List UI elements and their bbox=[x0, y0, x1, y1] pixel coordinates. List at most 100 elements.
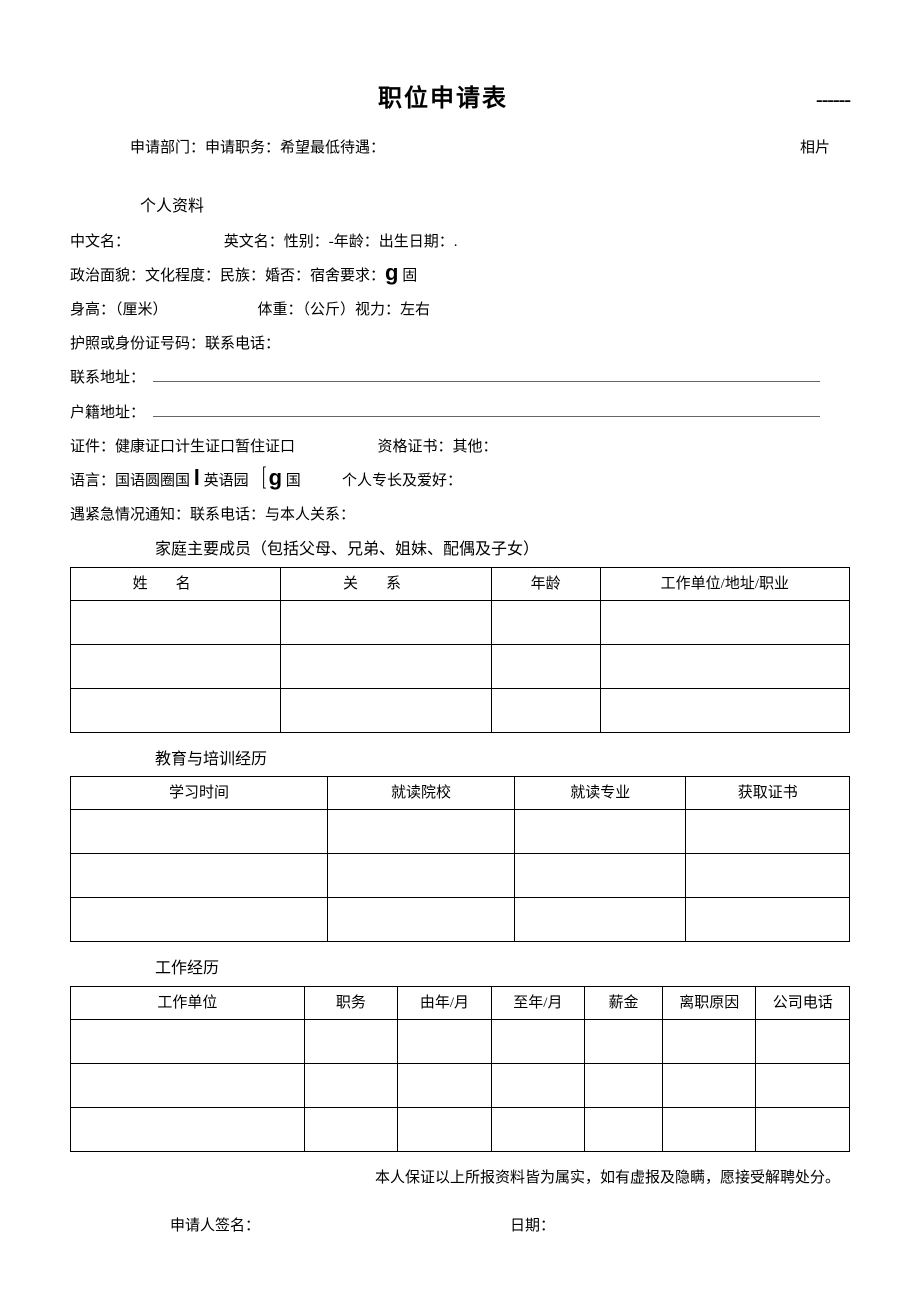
contact-address-label: 联系地址： bbox=[70, 366, 145, 390]
table-cell[interactable] bbox=[491, 1019, 584, 1063]
table-cell[interactable] bbox=[663, 1063, 756, 1107]
table-cell[interactable] bbox=[585, 1107, 663, 1151]
declaration-text: 本人保证以上所报资料皆为属实，如有虚报及隐瞒，愿接受解聘处分。 bbox=[70, 1166, 850, 1190]
table-cell[interactable] bbox=[663, 1107, 756, 1151]
contact-address-line[interactable] bbox=[153, 366, 820, 383]
emergency-fields: 遇紧急情况通知：联系电话：与本人关系： bbox=[70, 503, 355, 527]
table-cell[interactable] bbox=[600, 600, 849, 644]
politics-fields-post: 固 bbox=[398, 264, 417, 288]
height-weight-fields: 身高：（厘米） 体重：（公斤）视力：左右 bbox=[70, 298, 430, 322]
table-cell[interactable] bbox=[756, 1107, 850, 1151]
table-cell[interactable] bbox=[304, 1107, 397, 1151]
family-table: 姓名关系年龄工作单位/地址/职业 bbox=[70, 567, 850, 733]
table-cell[interactable] bbox=[398, 1019, 491, 1063]
table-column-header: 关系 bbox=[281, 567, 491, 600]
table-column-header: 工作单位/地址/职业 bbox=[600, 567, 849, 600]
table-row bbox=[71, 1063, 850, 1107]
table-cell[interactable] bbox=[491, 1107, 584, 1151]
table-cell[interactable] bbox=[585, 1063, 663, 1107]
table-cell[interactable] bbox=[328, 810, 515, 854]
table-cell[interactable] bbox=[686, 810, 850, 854]
name-fields: 中文名： 英文名：性别：-年龄：出生日期：. bbox=[70, 230, 458, 254]
glyph-g-1: g bbox=[385, 264, 398, 282]
table-cell[interactable] bbox=[663, 1019, 756, 1063]
table-cell[interactable] bbox=[515, 898, 686, 942]
date-label: 日期： bbox=[510, 1214, 850, 1238]
politics-fields-pre: 政治面貌：文化程度：民族：婚否：宿舍要求： bbox=[70, 264, 385, 288]
table-cell[interactable] bbox=[281, 644, 491, 688]
table-cell[interactable] bbox=[491, 644, 600, 688]
table-cell[interactable] bbox=[71, 600, 281, 644]
section-work-title: 工作经历 bbox=[70, 956, 850, 982]
section-edu-title: 教育与培训经历 bbox=[70, 747, 850, 773]
table-cell[interactable] bbox=[281, 688, 491, 732]
table-row bbox=[71, 1107, 850, 1151]
table-cell[interactable] bbox=[600, 688, 849, 732]
table-column-header: 年龄 bbox=[491, 567, 600, 600]
table-column-header: 由年/月 bbox=[398, 986, 491, 1019]
table-cell[interactable] bbox=[600, 644, 849, 688]
table-cell[interactable] bbox=[756, 1019, 850, 1063]
signature-label: 申请人签名： bbox=[170, 1214, 510, 1238]
work-table: 工作单位职务由年/月至年/月薪金离职原因公司电话 bbox=[70, 986, 850, 1152]
table-column-header: 就读专业 bbox=[515, 777, 686, 810]
table-cell[interactable] bbox=[585, 1019, 663, 1063]
table-cell[interactable] bbox=[491, 600, 600, 644]
lang-fields-post: 国 个人专长及爱好： bbox=[282, 469, 462, 493]
table-row bbox=[71, 810, 850, 854]
table-row bbox=[71, 600, 850, 644]
table-cell[interactable] bbox=[304, 1019, 397, 1063]
table-column-header: 获取证书 bbox=[686, 777, 850, 810]
table-cell[interactable] bbox=[686, 854, 850, 898]
glyph-g-2: g bbox=[269, 469, 282, 487]
id-phone-fields: 护照或身份证号码：联系电话： bbox=[70, 332, 280, 356]
apply-fields: 申请部门：申请职务：希望最低待遇： bbox=[130, 136, 800, 160]
table-cell[interactable] bbox=[328, 898, 515, 942]
table-column-header: 公司电话 bbox=[756, 986, 850, 1019]
table-cell[interactable] bbox=[304, 1063, 397, 1107]
photo-placeholder: 相片 bbox=[800, 136, 830, 160]
section-personal-title: 个人资料 bbox=[70, 194, 850, 220]
table-row bbox=[71, 854, 850, 898]
table-cell[interactable] bbox=[328, 854, 515, 898]
table-column-header: 薪金 bbox=[585, 986, 663, 1019]
edu-table: 学习时间就读院校就读专业获取证书 bbox=[70, 776, 850, 942]
table-row bbox=[71, 1019, 850, 1063]
table-cell[interactable] bbox=[491, 1063, 584, 1107]
title-dashes: ------ bbox=[816, 84, 850, 116]
table-cell[interactable] bbox=[398, 1063, 491, 1107]
table-row bbox=[71, 644, 850, 688]
table-cell[interactable] bbox=[515, 854, 686, 898]
table-column-header: 学习时间 bbox=[71, 777, 328, 810]
table-cell[interactable] bbox=[686, 898, 850, 942]
section-family-title: 家庭主要成员（包括父母、兄弟、姐妹、配偶及子女） bbox=[70, 537, 850, 563]
table-cell[interactable] bbox=[491, 688, 600, 732]
table-cell[interactable] bbox=[71, 644, 281, 688]
table-cell[interactable] bbox=[71, 854, 328, 898]
cert-fields: 证件：健康证口计生证口暂住证口 资格证书：其他： bbox=[70, 435, 498, 459]
table-column-header: 工作单位 bbox=[71, 986, 305, 1019]
table-cell[interactable] bbox=[71, 1063, 305, 1107]
table-cell[interactable] bbox=[756, 1063, 850, 1107]
table-column-header: 至年/月 bbox=[491, 986, 584, 1019]
table-cell[interactable] bbox=[71, 810, 328, 854]
page-title: 职位申请表 bbox=[70, 80, 816, 118]
table-column-header: 职务 bbox=[304, 986, 397, 1019]
table-cell[interactable] bbox=[71, 1019, 305, 1063]
table-cell[interactable] bbox=[281, 600, 491, 644]
residence-address-line[interactable] bbox=[153, 400, 820, 417]
bracket-open: [ bbox=[262, 469, 266, 485]
table-cell[interactable] bbox=[71, 1107, 305, 1151]
table-column-header: 姓名 bbox=[71, 567, 281, 600]
lang-fields-mid: 英语园 bbox=[200, 469, 260, 493]
table-cell[interactable] bbox=[71, 898, 328, 942]
table-column-header: 离职原因 bbox=[663, 986, 756, 1019]
lang-fields-pre: 语言：国语圆圈国 bbox=[70, 469, 194, 493]
table-cell[interactable] bbox=[515, 810, 686, 854]
table-row bbox=[71, 898, 850, 942]
table-cell[interactable] bbox=[398, 1107, 491, 1151]
table-cell[interactable] bbox=[71, 688, 281, 732]
table-column-header: 就读院校 bbox=[328, 777, 515, 810]
table-row bbox=[71, 688, 850, 732]
residence-address-label: 户籍地址： bbox=[70, 401, 145, 425]
